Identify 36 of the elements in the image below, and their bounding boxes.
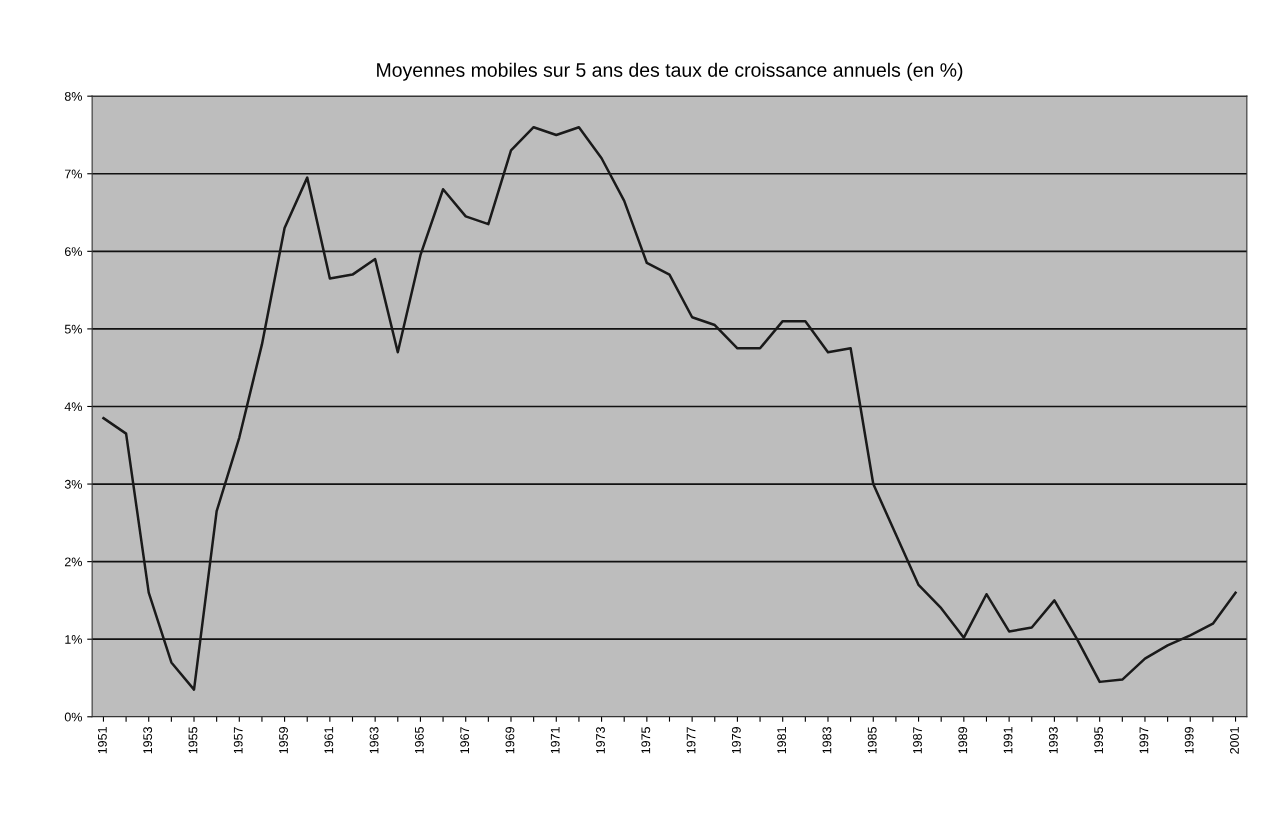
y-tick-label: 3%	[64, 479, 82, 489]
x-tick-label: 1987	[913, 727, 922, 754]
x-tick-label: 1965	[414, 727, 424, 754]
x-tick-label: 1961	[324, 727, 334, 754]
x-tick-label: 1977	[686, 727, 696, 754]
x-tick-label: 1951	[97, 727, 107, 754]
y-tick-label: 0%	[64, 712, 82, 722]
x-tick-label: 1997	[1139, 727, 1149, 754]
y-tick-label: 8%	[64, 91, 82, 101]
x-tick-label: 1995	[1094, 727, 1104, 754]
chart-title: Moyennes mobiles sur 5 ans des taux de croissance annuels (en %)	[377, 62, 963, 81]
x-tick-label: 1983	[822, 727, 832, 754]
y-tick-label: 4%	[64, 402, 82, 412]
x-tick-label: 1971	[550, 727, 560, 754]
x-tick-label: 1959	[279, 727, 288, 754]
x-tick-label: 1975	[641, 727, 651, 754]
x-tick-label: 1991	[1003, 727, 1013, 754]
y-tick-label: 6%	[64, 247, 82, 256]
x-tick-label: 1993	[1048, 727, 1058, 754]
x-tick-label: 1973	[596, 727, 605, 754]
y-tick-label: 2%	[64, 557, 82, 567]
x-tick-label: 1963	[369, 727, 379, 754]
x-tick-label: 1957	[233, 727, 243, 754]
x-tick-label: 1969	[505, 727, 515, 754]
y-tick-label: 1%	[65, 635, 82, 644]
x-tick-label: 1955	[188, 727, 198, 754]
y-tick-label: 7%	[64, 169, 82, 179]
x-tick-label: 1981	[777, 727, 787, 754]
x-tick-label: 1979	[731, 727, 741, 754]
x-tick-label: 1953	[143, 727, 153, 754]
x-tick-label: 1967	[460, 727, 470, 754]
x-tick-label: 1989	[958, 727, 968, 754]
x-tick-label: 2001	[1230, 727, 1239, 754]
x-tick-label: 1985	[867, 727, 877, 754]
y-tick-label: 5%	[64, 324, 82, 334]
x-tick-label: 1999	[1184, 727, 1194, 754]
